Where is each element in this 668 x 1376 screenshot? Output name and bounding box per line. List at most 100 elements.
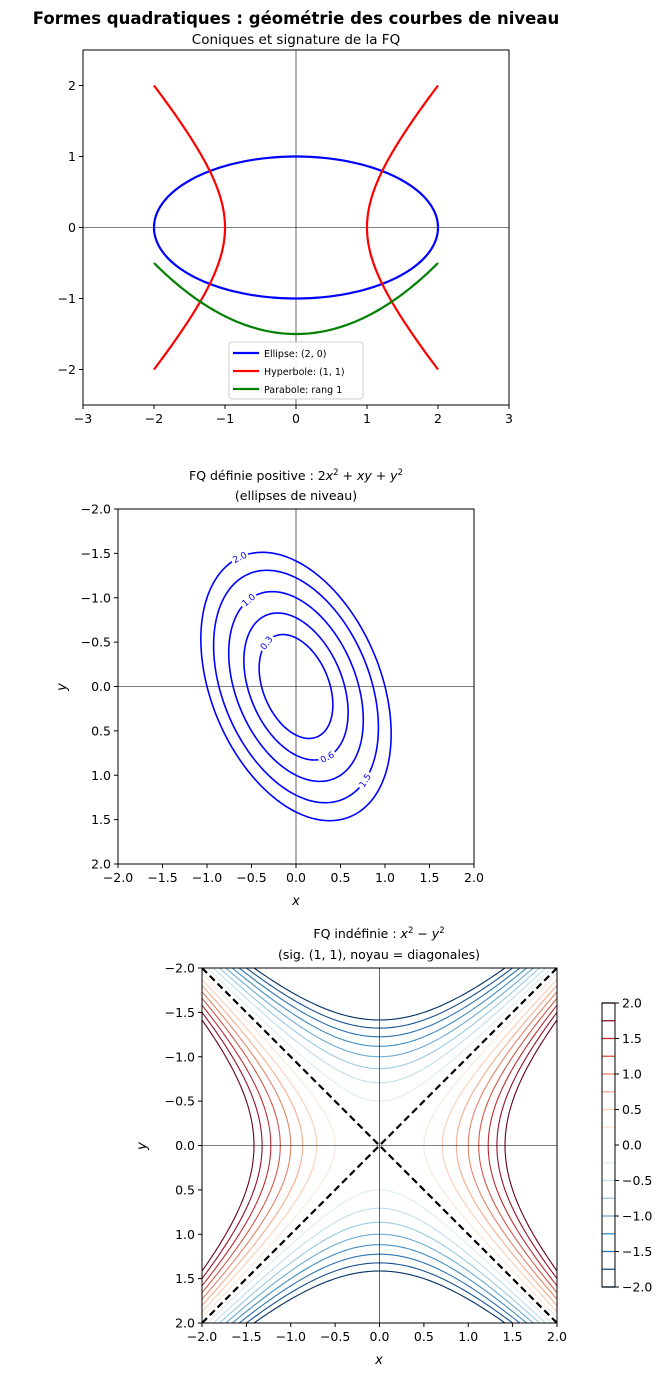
indef-xtick-label: −1.5 xyxy=(231,1329,261,1344)
kernel-line-y-eq-x xyxy=(202,968,557,1323)
indef-xtick-label: −0.5 xyxy=(320,1329,350,1344)
indef-ytick-label: 2.0 xyxy=(175,1316,195,1331)
conics-ticks: −3 −2 −1 0 1 2 3 2 1 0 −1 −2 xyxy=(58,78,513,426)
colorbar: 2.0 1.5 1.0 0.5 0.0 −0.5 −1.0 −1.5 −2.0 xyxy=(601,996,652,1295)
posdef-ytick-label: 0.5 xyxy=(91,723,111,738)
indef-ytick-label: −1.5 xyxy=(165,1005,195,1020)
indef-title: FQ indéfinie : x2 − y2 xyxy=(313,926,444,941)
figure-title: Formes quadratiques : géométrie des cour… xyxy=(33,9,559,28)
colorbar-tick-label: −1.0 xyxy=(622,1209,652,1224)
indef-ytick-label: −1.0 xyxy=(165,1049,195,1064)
indef-ytick-label: 0.0 xyxy=(175,1138,195,1153)
conics-panel: Coniques et signature de la FQ −3 −2 −1 0 1 2… xyxy=(58,32,513,426)
indef-subtitle: (sig. (1, 1), noyau = diagonales) xyxy=(278,947,480,962)
colorbar-background xyxy=(602,1003,615,1287)
conics-legend: Ellipse: (2, 0) Hyperbole: (1, 1) Parabo… xyxy=(228,341,364,400)
indef-ytick-label: −2.0 xyxy=(165,961,195,976)
posdef-ytick-label: −0.5 xyxy=(81,635,111,650)
positive-definite-panel: FQ définie positive : 2x2 + xy + y2 (ell… xyxy=(55,468,484,909)
posdef-xtick-label: 0.5 xyxy=(331,870,351,885)
legend-hyperbole-label: Hyperbole: (1, 1) xyxy=(264,367,345,378)
posdef-ytick-label: −2.0 xyxy=(81,502,111,517)
indef-xtick-label: 0.5 xyxy=(414,1329,434,1344)
posdef-ytick-label: 1.0 xyxy=(91,768,111,783)
conics-ytick-label: 1 xyxy=(68,149,76,164)
posdef-ticks: −2.0 −1.5 −1.0 −0.5 0.0 0.5 1.0 1.5 2.0 2.0 1.5 1.0… xyxy=(81,502,484,886)
conics-ytick-label: −2 xyxy=(58,362,76,377)
indef-ytick-label: 1.0 xyxy=(175,1227,195,1242)
posdef-xtick-label: −0.5 xyxy=(236,870,266,885)
conics-ytick-label: 0 xyxy=(68,220,76,235)
conics-xtick-label: 0 xyxy=(292,411,300,426)
indef-xtick-label: 2.0 xyxy=(547,1329,567,1344)
colorbar-tick-label: 0.0 xyxy=(622,1138,642,1153)
posdef-xlabel: x xyxy=(291,894,300,909)
posdef-ylabel: y xyxy=(55,683,70,692)
conics-xtick-label: 2 xyxy=(434,411,442,426)
conics-xtick-label: 1 xyxy=(363,411,371,426)
posdef-xtick-label: −1.5 xyxy=(147,870,177,885)
indef-xlabel: x xyxy=(374,1353,383,1368)
conics-title: Coniques et signature de la FQ xyxy=(192,32,400,48)
legend-parabole-label: Parabole: rang 1 xyxy=(264,385,342,396)
level-label-bg xyxy=(256,632,276,654)
colorbar-tick-label: 0.5 xyxy=(622,1102,642,1117)
level-label-bg xyxy=(355,770,375,791)
indef-xtick-label: 1.0 xyxy=(458,1329,478,1344)
conics-ytick-label: −1 xyxy=(58,291,76,306)
colorbar-tick-label: −1.5 xyxy=(622,1244,652,1259)
hyperbola-right-branch xyxy=(365,84,439,371)
conics-ytick-label: 2 xyxy=(68,78,76,93)
posdef-ytick-label: 1.5 xyxy=(91,812,111,827)
hyperbola-left-branch xyxy=(153,84,227,371)
posdef-xtick-label: −1.0 xyxy=(192,870,222,885)
level-label-bg xyxy=(316,748,338,766)
posdef-title: FQ définie positive : 2x2 + xy + y2 xyxy=(189,468,403,483)
colorbar-tick-label: 1.5 xyxy=(622,1031,642,1046)
posdef-axes-lines xyxy=(118,509,474,864)
indef-ytick-label: −0.5 xyxy=(165,1094,195,1109)
indef-xtick-label: −1.0 xyxy=(276,1329,306,1344)
level-curve xyxy=(243,612,349,761)
colorbar-tick-label: −2.0 xyxy=(622,1280,652,1295)
level-curve xyxy=(200,551,392,822)
posdef-xtick-label: 0.0 xyxy=(286,870,306,885)
level-curve xyxy=(258,633,334,740)
level-curve xyxy=(212,569,380,804)
posdef-ytick-label: −1.0 xyxy=(81,590,111,605)
legend-ellipse-label: Ellipse: (2, 0) xyxy=(264,349,327,360)
conics-xtick-label: −3 xyxy=(74,411,92,426)
kernel-line-y-eq-minus-x xyxy=(202,968,557,1323)
indef-ylabel: y xyxy=(135,1142,150,1151)
posdef-frame xyxy=(117,508,475,865)
indef-xtick-label: −2.0 xyxy=(187,1329,217,1344)
posdef-xtick-label: 1.0 xyxy=(375,870,395,885)
posdef-ytick-label: −1.5 xyxy=(81,546,111,561)
conics-frame xyxy=(82,49,510,406)
colorbar-tick-label: −0.5 xyxy=(622,1173,652,1188)
posdef-xtick-label: 2.0 xyxy=(464,870,484,885)
posdef-plot-area: 0.30.61.01.52.0 xyxy=(200,548,392,822)
indef-frame xyxy=(201,967,558,1324)
level-curve xyxy=(227,590,365,783)
posdef-xtick-label: −2.0 xyxy=(103,870,133,885)
indef-ytick-label: 1.5 xyxy=(175,1271,195,1286)
posdef-subtitle: (ellipses de niveau) xyxy=(235,488,357,503)
level-label-bg xyxy=(229,548,250,566)
indefinite-panel: FQ indéfinie : x2 − y2 (sig. (1, 1), noy… xyxy=(135,926,652,1368)
indef-ytick-label: 0.5 xyxy=(175,1182,195,1197)
indef-axes-lines xyxy=(202,968,557,1323)
ellipse-line xyxy=(152,155,440,300)
level-label-bg xyxy=(238,590,259,610)
posdef-xtick-label: 1.5 xyxy=(420,870,440,885)
indef-ticks: −2.0 −1.5 −1.0 −0.5 0.0 0.5 1.0 1.5 2.0 2.0 1.5 1.0… xyxy=(165,961,567,1345)
conics-plot-area xyxy=(152,84,440,371)
conics-xtick-label: 3 xyxy=(505,411,513,426)
indef-xtick-label: 1.5 xyxy=(503,1329,523,1344)
colorbar-tick-label: 2.0 xyxy=(622,996,642,1011)
parabola-line xyxy=(153,262,439,336)
posdef-ytick-label: 0.0 xyxy=(91,679,111,694)
conics-xtick-label: −1 xyxy=(216,411,234,426)
legend-box xyxy=(228,341,364,400)
